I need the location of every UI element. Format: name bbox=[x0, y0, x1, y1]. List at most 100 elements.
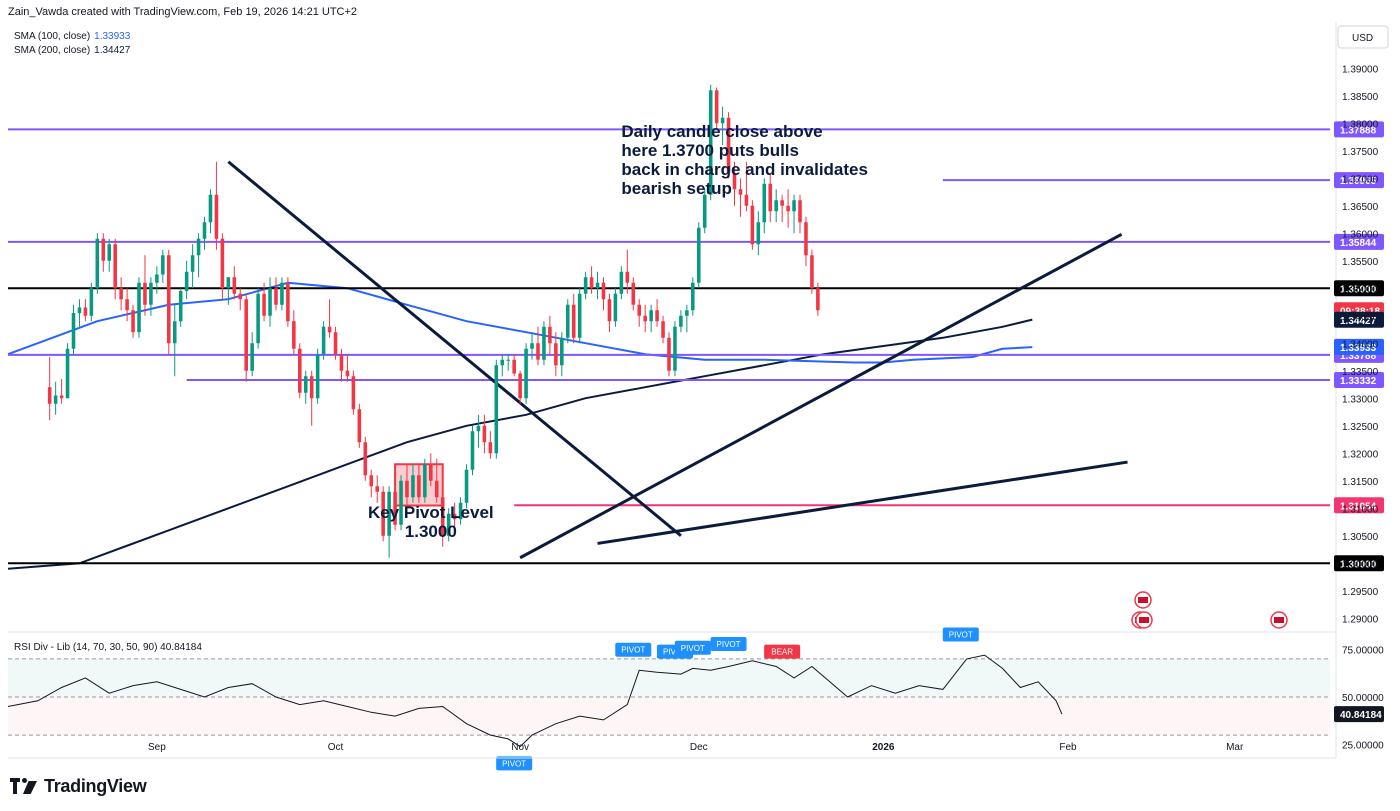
event-flag-icon[interactable] bbox=[1135, 611, 1153, 629]
candle bbox=[309, 376, 314, 399]
candle bbox=[387, 491, 391, 536]
sma100-legend[interactable]: SMA (100, close) 1.33933 bbox=[14, 31, 131, 42]
y-tick-label: 1.34500 bbox=[1342, 312, 1379, 323]
candle bbox=[738, 189, 743, 195]
candle bbox=[554, 343, 558, 366]
candle bbox=[685, 310, 689, 316]
sma200-legend[interactable]: SMA (200, close) 1.34427 bbox=[14, 45, 131, 56]
candle bbox=[351, 376, 356, 410]
rsi-lower-band bbox=[8, 697, 1330, 736]
price-badge bbox=[1334, 338, 1384, 355]
level-price-label: 1.35844 bbox=[1340, 238, 1377, 249]
candle bbox=[286, 282, 290, 322]
level-price-badge bbox=[1334, 121, 1384, 138]
candle bbox=[762, 183, 767, 223]
chart-annotation: back in charge and invalidates bbox=[621, 160, 868, 179]
chart-annotation: Daily candle close above bbox=[621, 122, 822, 141]
candle bbox=[560, 337, 564, 366]
candle bbox=[357, 409, 362, 443]
x-tick-label: Feb bbox=[1059, 742, 1077, 753]
price-badge-label: 1.33933 bbox=[1340, 343, 1377, 354]
candle bbox=[327, 326, 332, 333]
candle bbox=[702, 194, 707, 228]
sma100-line bbox=[7, 281, 1033, 364]
y-tick-label: 1.29000 bbox=[1342, 614, 1379, 625]
trendline[interactable] bbox=[597, 460, 1128, 545]
candle bbox=[679, 315, 683, 327]
candle bbox=[268, 288, 272, 316]
candle bbox=[786, 205, 790, 212]
flag-body bbox=[1138, 597, 1148, 603]
y-tick-label: 1.36000 bbox=[1342, 229, 1379, 240]
candle bbox=[798, 200, 802, 223]
candle bbox=[59, 395, 64, 399]
y-tick-label: 1.37000 bbox=[1342, 174, 1379, 185]
candle bbox=[810, 255, 814, 289]
candle bbox=[601, 282, 606, 300]
rsi-upper-band bbox=[8, 658, 1330, 697]
candle bbox=[321, 326, 326, 355]
candle bbox=[440, 497, 445, 536]
candle bbox=[691, 282, 695, 311]
x-tick-label: Sep bbox=[148, 742, 166, 753]
rsi-signal-badge bbox=[942, 627, 979, 642]
candle bbox=[816, 288, 820, 311]
candle bbox=[47, 387, 52, 404]
currency-box[interactable] bbox=[1337, 25, 1389, 49]
candle bbox=[524, 348, 528, 399]
y-tick-label: 1.33000 bbox=[1342, 394, 1379, 405]
y-tick-label: 1.32500 bbox=[1342, 422, 1379, 433]
tradingview-brand: TradingView bbox=[44, 775, 147, 796]
candle bbox=[119, 288, 123, 300]
candle bbox=[548, 326, 552, 344]
price-badge bbox=[1334, 311, 1384, 328]
trendline[interactable] bbox=[227, 160, 682, 537]
candle bbox=[696, 227, 701, 283]
candle bbox=[95, 238, 100, 289]
candle bbox=[565, 304, 570, 338]
level-price-label: 1.36965 bbox=[1340, 176, 1377, 187]
trendline[interactable] bbox=[519, 233, 1123, 560]
y-tick-label: 1.36500 bbox=[1342, 202, 1379, 213]
candle bbox=[423, 464, 427, 498]
candle bbox=[536, 343, 540, 360]
candle bbox=[178, 291, 183, 322]
candle bbox=[417, 475, 421, 498]
level-price-badge bbox=[1334, 172, 1384, 189]
chart-header: Zain_Vawda created with TradingView.com,… bbox=[8, 6, 358, 18]
y-tick-label: 1.39000 bbox=[1342, 64, 1379, 75]
candle bbox=[434, 480, 439, 498]
candle bbox=[488, 442, 493, 454]
flag-body bbox=[1274, 617, 1284, 623]
candle bbox=[190, 255, 195, 272]
level-price-label: 1.33788 bbox=[1340, 351, 1377, 362]
event-flag-icon[interactable] bbox=[1134, 591, 1152, 609]
candle bbox=[274, 288, 278, 305]
level-price-label: 1.35000 bbox=[1340, 284, 1377, 295]
candle bbox=[804, 222, 808, 256]
candle bbox=[250, 343, 254, 371]
price-badge-label: 1.34427 bbox=[1340, 316, 1377, 327]
candle bbox=[411, 475, 415, 498]
currency-label: USD bbox=[1352, 33, 1373, 44]
candle bbox=[363, 442, 368, 476]
candle bbox=[303, 376, 308, 393]
x-tick-label: Nov bbox=[511, 742, 529, 753]
level-price-badge bbox=[1334, 280, 1384, 297]
y-tick-label: 1.34000 bbox=[1342, 339, 1379, 350]
candle bbox=[452, 513, 457, 520]
y-tick-label: 1.33500 bbox=[1342, 367, 1379, 378]
rsi-value-badge bbox=[1334, 706, 1384, 723]
candle bbox=[143, 282, 147, 305]
candle bbox=[339, 354, 344, 371]
event-flag-icon[interactable] bbox=[1270, 611, 1288, 629]
candle bbox=[137, 282, 141, 333]
candle bbox=[476, 425, 481, 432]
candle bbox=[750, 205, 755, 245]
candle bbox=[166, 255, 171, 344]
indicator-legend: SMA (100, close) 1.33933 SMA (200, close)… bbox=[14, 30, 130, 58]
rsi-legend[interactable]: RSI Div - Lib (14, 70, 30, 50, 90) 40.84… bbox=[14, 642, 202, 653]
y-tick-label: 1.32000 bbox=[1342, 449, 1379, 460]
candle bbox=[619, 271, 624, 294]
